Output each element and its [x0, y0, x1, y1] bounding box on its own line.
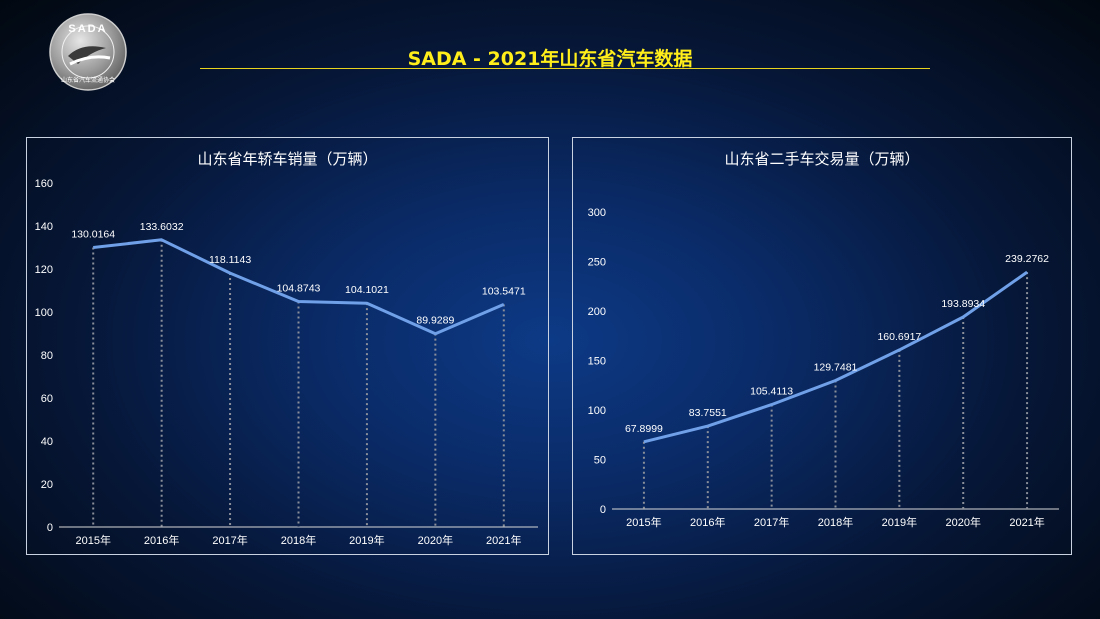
y-tick-label: 100 [588, 405, 606, 417]
y-tick-label: 40 [41, 436, 53, 448]
used-car-chart-panel: 山东省二手车交易量（万辆） 0 50 100 150 200 250 300 2015年 201… [572, 137, 1072, 555]
y-tick-label: 0 [47, 522, 53, 534]
series-line [643, 270, 1028, 444]
x-tick-label: 2018年 [281, 533, 316, 547]
y-tick-label: 250 [588, 257, 606, 269]
data-label: 104.8743 [277, 283, 321, 295]
sada-logo: SADA 山东省汽车流通协会 [48, 12, 128, 92]
y-tick-label: 0 [600, 504, 606, 516]
svg-text:山东省汽车流通协会: 山东省汽车流通协会 [61, 76, 115, 84]
sada-logo-graphic: SADA 山东省汽车流通协会 [49, 13, 127, 91]
x-tick-label: 2020年 [945, 515, 980, 529]
y-tick-label: 150 [588, 356, 606, 368]
x-tick-label: 2015年 [75, 533, 110, 547]
x-tick-label: 2017年 [212, 533, 247, 547]
chart-title: 山东省二手车交易量（万辆） [724, 150, 920, 168]
svg-text:SADA: SADA [68, 23, 107, 35]
y-tick-label: 200 [588, 306, 606, 318]
page-title: SADA - 2021年山东省汽车数据 [407, 48, 693, 70]
data-label: 105.4113 [750, 386, 793, 398]
y-tick-label: 140 [35, 221, 53, 233]
y-tick-label: 50 [594, 455, 606, 467]
x-tick-label: 2016年 [144, 533, 179, 547]
y-tick-label: 120 [35, 264, 53, 276]
y-tick-label: 100 [35, 307, 53, 319]
data-label: 89.9289 [416, 315, 454, 327]
x-tick-label: 2018年 [818, 515, 853, 529]
data-label: 67.8999 [625, 423, 663, 435]
data-label: 83.7551 [689, 407, 727, 419]
x-tick-label: 2019年 [349, 533, 384, 547]
x-tick-label: 2015年 [626, 515, 661, 529]
data-label: 239.2762 [1005, 253, 1049, 265]
data-label: 130.0164 [71, 228, 115, 240]
x-tick-label: 2021年 [1009, 515, 1044, 529]
x-tick-label: 2020年 [418, 533, 453, 547]
y-tick-label: 60 [41, 393, 53, 405]
x-tick-label: 2019年 [882, 515, 917, 529]
sedan-sales-chart-panel: 山东省年轿车销量（万辆） 0 20 40 60 80 100 120 140 160 2015年 2… [26, 137, 549, 555]
x-tick-label: 2021年 [486, 533, 521, 547]
x-tick-label: 2017年 [754, 515, 789, 529]
data-label: 103.5471 [482, 285, 526, 297]
data-label: 193.8934 [941, 298, 985, 310]
data-label: 118.1143 [209, 254, 251, 266]
used-car-chart: 0 50 100 150 200 250 300 2015年 2016年 2017年 2018年 20… [588, 207, 1059, 529]
data-label: 160.6917 [877, 331, 921, 343]
y-tick-label: 300 [588, 207, 606, 219]
y-tick-label: 80 [41, 350, 53, 362]
title-underline [200, 68, 930, 69]
sedan-sales-chart: 0 20 40 60 80 100 120 140 160 2015年 2016年 2017年 2018… [35, 178, 538, 547]
x-tick-label: 2016年 [690, 515, 725, 529]
data-label: 129.7481 [814, 362, 858, 374]
y-tick-label: 160 [35, 178, 53, 190]
data-label: 104.1021 [345, 284, 389, 296]
y-tick-label: 20 [41, 479, 53, 491]
series-line [93, 238, 505, 336]
data-label: 133.6032 [140, 221, 184, 233]
chart-title: 山东省年轿车销量（万辆） [197, 150, 378, 168]
